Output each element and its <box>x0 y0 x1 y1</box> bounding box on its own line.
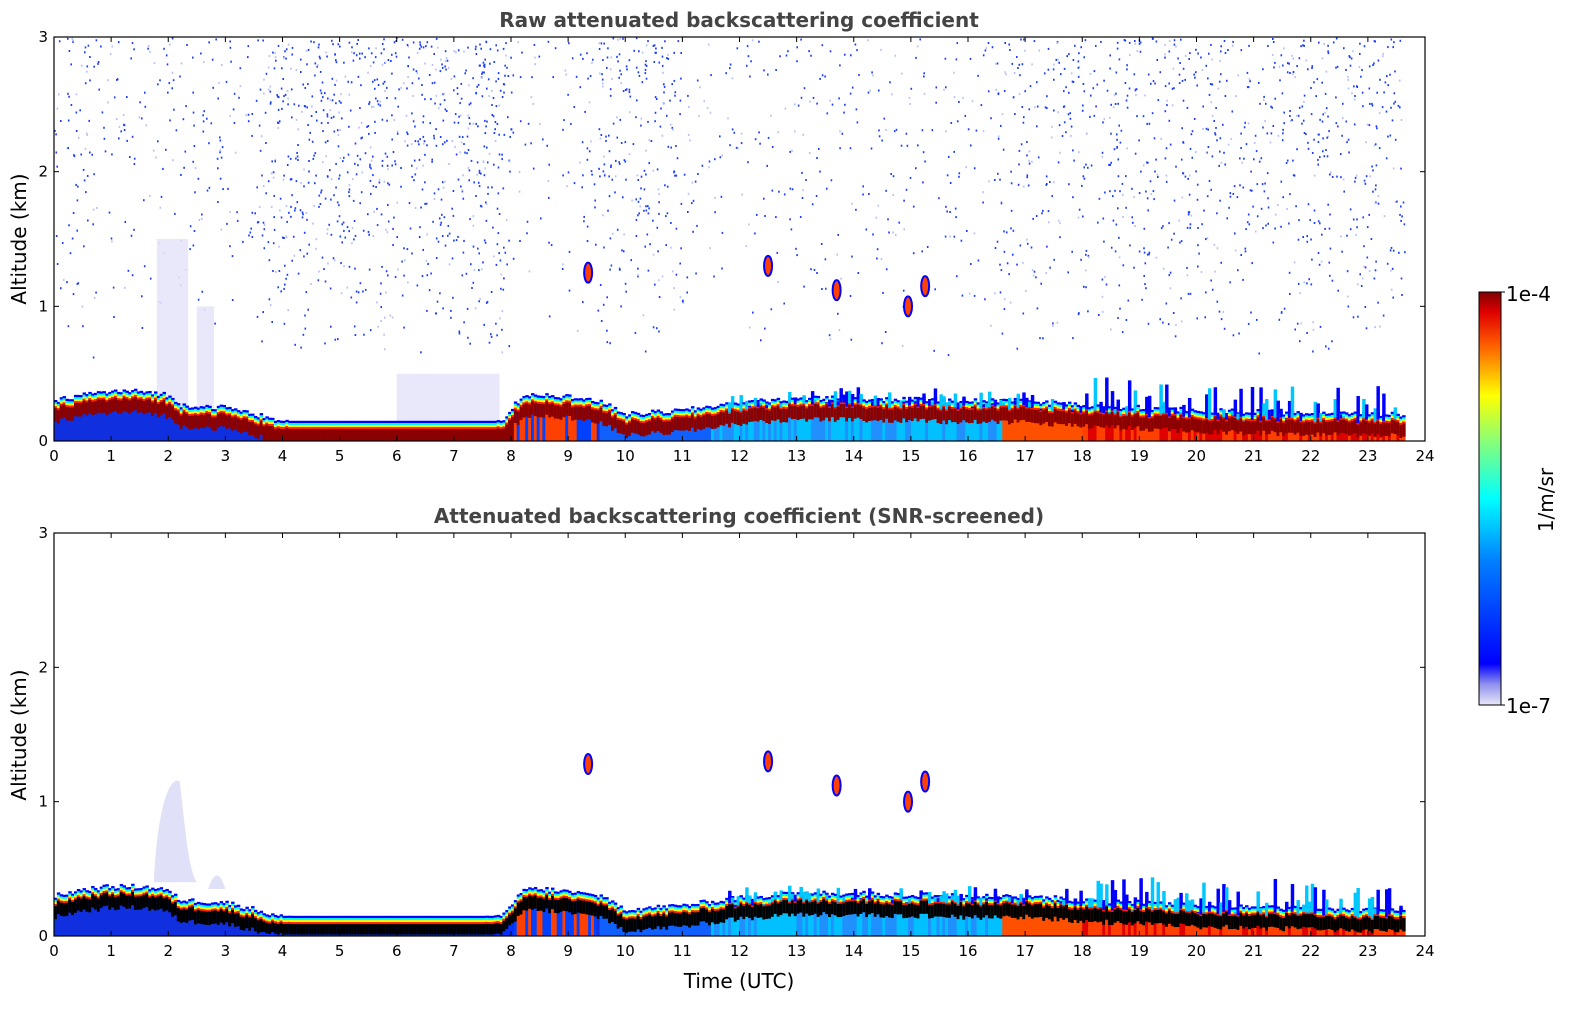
axes: 0 1 2 3 4 5 6 7 8 9 10 11 12 13 14 15 16 17 18 19 20 21 22 23 24… <box>38 524 1434 960</box>
axes: 0 1 2 3 4 5 6 7 8 9 10 11 12 13 14 15 16 17 18 19 20 21 22 23 24… <box>38 28 1434 465</box>
colorbar-max-label: 1e-4 <box>1506 282 1551 306</box>
y-axis-label: Altitude (km) <box>7 173 31 304</box>
elevated-aerosol-layer <box>583 261 594 284</box>
aerosol-plume <box>153 780 197 883</box>
x-tick-label: 16 <box>958 942 977 960</box>
y-tick-label: 3 <box>38 28 48 46</box>
y-tick-label: 1 <box>38 793 48 811</box>
x-tick-label: 3 <box>221 942 231 960</box>
chart-raw-backscatter: Raw attenuated backscattering coefficien… <box>7 8 1435 465</box>
x-tick-label: 17 <box>1016 942 1035 960</box>
x-tick-label: 1 <box>106 447 116 465</box>
x-tick-label: 6 <box>392 942 402 960</box>
elevated-aerosol-layer <box>763 750 774 773</box>
colorbar-label: 1/m/sr <box>1534 467 1558 532</box>
x-tick-label: 7 <box>449 447 459 465</box>
chart-title: Attenuated backscattering coefficient (S… <box>434 504 1044 528</box>
heatmap-area <box>54 750 1406 936</box>
x-tick-label: 22 <box>1301 942 1320 960</box>
x-tick-label: 12 <box>730 942 749 960</box>
x-tick-label: 19 <box>1130 942 1149 960</box>
colorbar-scale <box>1478 291 1502 706</box>
y-axis-label: Altitude (km) <box>7 669 31 800</box>
boundary-layer <box>54 377 1406 441</box>
plot-frame <box>53 532 1426 937</box>
x-tick-label: 15 <box>901 447 920 465</box>
y-tick-label: 1 <box>38 297 48 315</box>
x-tick-label: 17 <box>1016 447 1035 465</box>
x-tick-label: 8 <box>506 447 516 465</box>
elevated-aerosol-layer <box>903 295 914 318</box>
elevated-aerosol-layer <box>920 275 931 298</box>
x-tick-label: 20 <box>1187 942 1206 960</box>
elevated-aerosol-layer <box>903 790 914 813</box>
x-tick-label: 20 <box>1187 447 1206 465</box>
x-tick-label: 1 <box>106 942 116 960</box>
x-tick-label: 18 <box>1073 447 1092 465</box>
x-tick-label: 10 <box>616 942 635 960</box>
x-tick-label: 11 <box>673 447 692 465</box>
noise-speckle <box>54 37 1406 359</box>
x-tick-label: 13 <box>787 942 806 960</box>
x-tick-label: 10 <box>616 447 635 465</box>
x-tick-label: 14 <box>844 447 863 465</box>
x-tick-label: 21 <box>1244 447 1263 465</box>
x-tick-label: 23 <box>1358 447 1377 465</box>
chart-snr-screened-backscatter: Attenuated backscattering coefficient (S… <box>7 504 1435 993</box>
x-tick-label: 0 <box>49 447 59 465</box>
x-tick-label: 8 <box>506 942 516 960</box>
x-tick-label: 18 <box>1073 942 1092 960</box>
x-tick-label: 11 <box>673 942 692 960</box>
x-tick-label: 14 <box>844 942 863 960</box>
y-tick-label: 2 <box>38 658 48 676</box>
heatmap-area <box>54 37 1406 441</box>
plot-frame <box>53 36 1426 442</box>
x-tick-label: 4 <box>278 942 288 960</box>
x-tick-label: 4 <box>278 447 288 465</box>
x-tick-label: 15 <box>901 942 920 960</box>
y-tick-label: 0 <box>38 927 48 945</box>
x-tick-label: 12 <box>730 447 749 465</box>
y-tick-label: 0 <box>38 432 48 450</box>
x-tick-label: 19 <box>1130 447 1149 465</box>
x-tick-label: 22 <box>1301 447 1320 465</box>
y-tick-label: 3 <box>38 524 48 542</box>
boundary-layer <box>54 877 1406 936</box>
x-axis-label: Time (UTC) <box>683 969 795 993</box>
elevated-aerosol-layer <box>583 753 594 776</box>
elevated-aerosol-layer <box>920 770 931 793</box>
x-tick-label: 16 <box>958 447 977 465</box>
x-tick-label: 24 <box>1415 447 1434 465</box>
x-tick-label: 24 <box>1415 942 1434 960</box>
elevated-aerosol-layer <box>831 279 842 302</box>
chart-title: Raw attenuated backscattering coefficien… <box>499 8 979 32</box>
y-tick-label: 2 <box>38 163 48 181</box>
x-tick-label: 9 <box>563 447 573 465</box>
x-tick-label: 13 <box>787 447 806 465</box>
x-tick-label: 9 <box>563 942 573 960</box>
x-tick-label: 7 <box>449 942 459 960</box>
colorbar: 1e-4 1e-7 1/m/sr <box>1478 282 1558 718</box>
x-tick-label: 23 <box>1358 942 1377 960</box>
elevated-aerosol-layer <box>831 774 842 797</box>
x-tick-label: 2 <box>163 447 173 465</box>
elevated-aerosol-layer <box>763 254 774 277</box>
x-tick-label: 0 <box>49 942 59 960</box>
x-tick-label: 6 <box>392 447 402 465</box>
x-tick-label: 3 <box>221 447 231 465</box>
x-tick-label: 2 <box>163 942 173 960</box>
x-tick-label: 5 <box>335 447 345 465</box>
colorbar-min-label: 1e-7 <box>1506 694 1551 718</box>
x-tick-label: 21 <box>1244 942 1263 960</box>
x-tick-label: 5 <box>335 942 345 960</box>
